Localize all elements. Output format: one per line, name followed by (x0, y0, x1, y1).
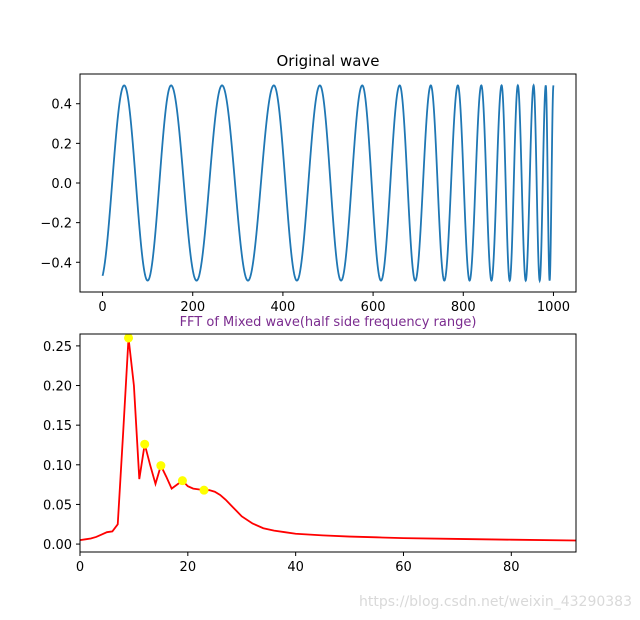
fft-x-tick-label: 80 (503, 560, 520, 575)
fft-y-tick-label: 0.00 (43, 538, 72, 553)
watermark-text: https://blog.csdn.net/weixin_43290383 (358, 594, 632, 610)
fft-x-tick-label: 60 (395, 560, 412, 575)
fft-peak-marker (140, 439, 150, 449)
fft-line-group (79, 337, 577, 542)
original-wave-x-tick-label: 1000 (537, 300, 570, 315)
fft-peak-marker (124, 333, 134, 343)
fft-axes-frame (79, 333, 577, 553)
original-wave-y-tick-label: −0.2 (40, 217, 72, 232)
original-wave-line (101, 83, 555, 284)
original-wave-y-tick-label: −0.4 (40, 256, 72, 271)
fft-x-tick-label: 20 (180, 560, 197, 575)
fft-y-tick-label: 0.25 (43, 340, 72, 355)
fft-chart: FFT of Mixed wave(half side frequency ra… (43, 315, 577, 575)
fft-title: FFT of Mixed wave(half side frequency ra… (180, 315, 477, 330)
original-wave-title: Original wave (276, 52, 379, 70)
original-wave-x-tick-label: 400 (270, 300, 295, 315)
original-wave-x-tick-label: 800 (451, 300, 476, 315)
fft-peak-marker (156, 461, 166, 471)
original-wave-chart: Original wave 0 200 400 600 800 1000−0.4−0.20… (40, 52, 577, 315)
fft-y-tick-label: 0.20 (43, 380, 72, 395)
fft-ticks: 0 20 40 60 80 0.00 0.05 0.10 0.15 0.20 0.25 (43, 340, 520, 575)
fft-y-tick-label: 0.05 (43, 498, 72, 513)
original-wave-x-tick-label: 0 (98, 300, 106, 315)
fft-y-tick-label: 0.10 (43, 459, 72, 474)
fft-line (79, 337, 577, 542)
original-wave-x-tick-label: 600 (361, 300, 386, 315)
original-wave-y-tick-label: 0.0 (51, 177, 72, 192)
fft-y-tick-label: 0.15 (43, 419, 72, 434)
fft-x-tick-label: 40 (287, 560, 304, 575)
fft-peak-marker (199, 485, 209, 495)
original-wave-ticks: 0 200 400 600 800 1000 −0.4 −0.2 0.0 0.2 0.4 (40, 98, 570, 315)
original-wave-x-tick-label: 200 (180, 300, 205, 315)
fft-peak-markers (124, 333, 209, 495)
original-wave-y-tick-label: 0.4 (51, 98, 72, 113)
original-wave-line-group (101, 83, 555, 284)
fft-peak-marker (177, 476, 187, 486)
original-wave-axes-frame (79, 73, 577, 293)
fft-x-tick-label: 0 (76, 560, 84, 575)
original-wave-y-tick-label: 0.2 (51, 137, 72, 152)
